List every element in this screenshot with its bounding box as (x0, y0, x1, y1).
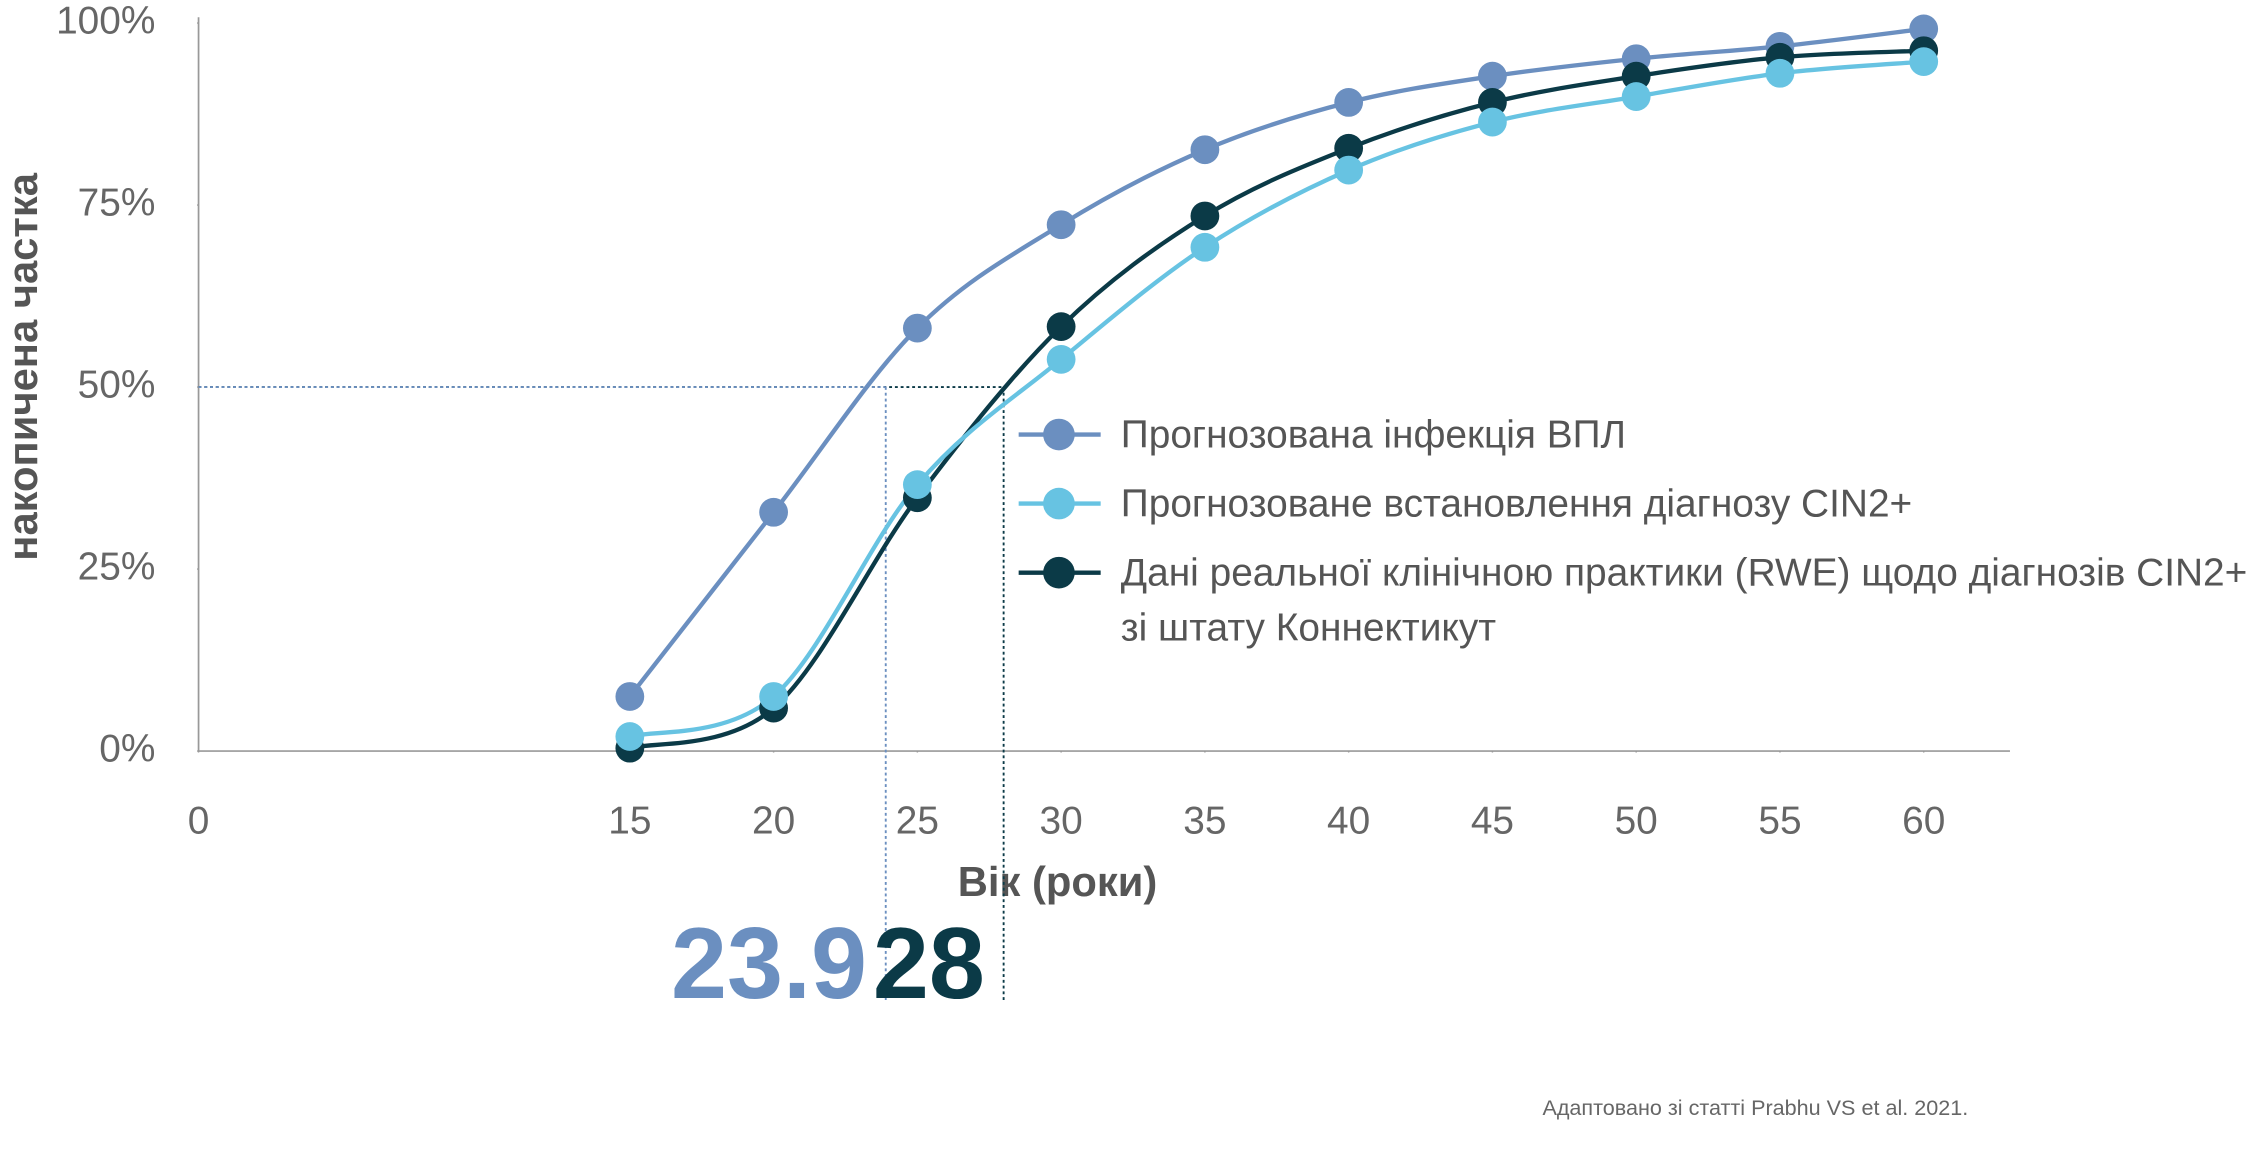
y-tick-label: 25% (78, 545, 156, 588)
legend-label: Прогнозована інфекція ВПЛ (1120, 412, 1627, 457)
legend-box: Прогнозована інфекція ВПЛ Прогнозоване вс… (1121, 406, 2256, 665)
series-line (628, 26, 1924, 698)
data-point (1190, 135, 1220, 165)
data-point (1334, 133, 1364, 163)
x-tick-label: 45 (1471, 799, 1514, 842)
y-tick-label: 75% (78, 181, 156, 224)
x-tick-label: 0 (188, 799, 210, 842)
data-point (1190, 201, 1220, 231)
data-point (615, 682, 645, 711)
data-point (759, 682, 788, 711)
x-tick-label: 50 (1615, 799, 1658, 842)
series-line (629, 48, 1924, 751)
x-tick-label: 35 (1183, 799, 1226, 842)
x-tick-label: 30 (1040, 799, 1083, 842)
y-tick-label: 50% (78, 363, 156, 406)
data-point (1478, 61, 1507, 91)
y-tick-label: 0% (99, 727, 155, 770)
data-point (1190, 232, 1220, 262)
legend-marker (1043, 556, 1075, 589)
x-tick-label: 20 (752, 799, 795, 842)
legend-label: Прогнозоване встановлення діагнозу CIN2+ (1120, 482, 1913, 526)
data-point (1046, 210, 1076, 240)
data-point (1046, 345, 1076, 374)
legend: Прогнозована інфекція ВПЛ Прогнозоване вс… (1121, 406, 2256, 665)
legend-marker (1043, 487, 1075, 520)
reference-value: 28 (873, 908, 985, 1020)
x-axis-label: Вік (роки) (958, 858, 1157, 905)
y-tick-label: 100% (56, 0, 155, 42)
legend-marker (1043, 418, 1075, 451)
x-tick-label: 25 (896, 799, 939, 842)
data-point (759, 497, 788, 527)
data-point (902, 470, 932, 499)
data-point (1909, 14, 1939, 44)
x-tick-label: 40 (1327, 799, 1370, 842)
series-line (629, 59, 1924, 739)
data-point (1046, 312, 1076, 342)
x-tick-label: 55 (1758, 799, 1801, 842)
legend-label: Дані реальної клінічною практики (RWE) щ… (1120, 551, 2248, 649)
data-point (902, 313, 932, 343)
data-point (615, 722, 645, 751)
data-point (1334, 88, 1364, 117)
data-point (1334, 155, 1364, 185)
x-tick-label: 60 (1902, 799, 1945, 842)
data-point (1621, 82, 1651, 111)
y-axis-label: накопичена частка (0, 172, 46, 560)
data-point (1478, 88, 1507, 117)
x-tick-label: 15 (608, 799, 651, 842)
data-point (1621, 61, 1651, 91)
data-point (1765, 58, 1795, 88)
source-note: Адаптовано зі статті Prabhu VS et al. 20… (1542, 1095, 1968, 1120)
data-point (1909, 47, 1939, 77)
reference-value: 23.9 (671, 908, 867, 1020)
data-point (1478, 107, 1507, 137)
